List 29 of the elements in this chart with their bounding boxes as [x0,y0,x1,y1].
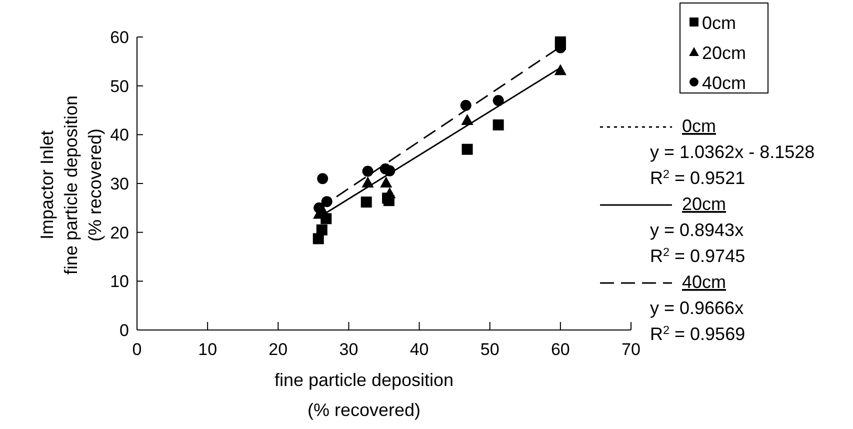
y-tick-label: 40 [110,126,129,145]
text: 0cm [682,116,716,136]
y-axis-title: Impactor Inlet fine particle deposition (% recovered) [37,95,105,275]
legend-label: 0cm [702,13,736,33]
text: R$^{2}$ = 0.9569 [650,324,746,344]
x-tick-label: 20 [268,340,288,359]
text: y = 0.9666x [650,298,744,318]
legend-label: 20cm [702,43,746,63]
y-tick-label: 10 [110,272,129,292]
x-tick-label: 60 [550,340,570,359]
x-tick-label: 0 [132,340,142,359]
x-tick-label: 30 [339,340,358,359]
text: R$^{2}$ = 0.9745 [650,246,746,266]
y-tick-label: 30 [110,174,129,194]
x-tick-label: 70 [622,340,640,359]
y-tick-label: 60 [110,28,129,47]
text: y = 0.8943x [650,220,744,240]
y-tick-label: 50 [110,76,129,96]
x-tick-label: 10 [198,340,218,359]
y-tick-label: 0 [120,321,129,340]
y-tick-label: 20 [110,223,129,242]
text: y = 1.0362x - 8.1528 [650,142,815,162]
x-tick-label: 50 [480,340,500,359]
legend-label: 40cm [702,73,746,93]
text: R$^{2}$ = 0.9521 [650,168,746,188]
x-axis-title: fine particle deposition (% recovered) [274,370,454,420]
text: 40cm [682,272,726,292]
text: 20cm [682,194,726,214]
x-tick-label: 40 [410,340,429,359]
